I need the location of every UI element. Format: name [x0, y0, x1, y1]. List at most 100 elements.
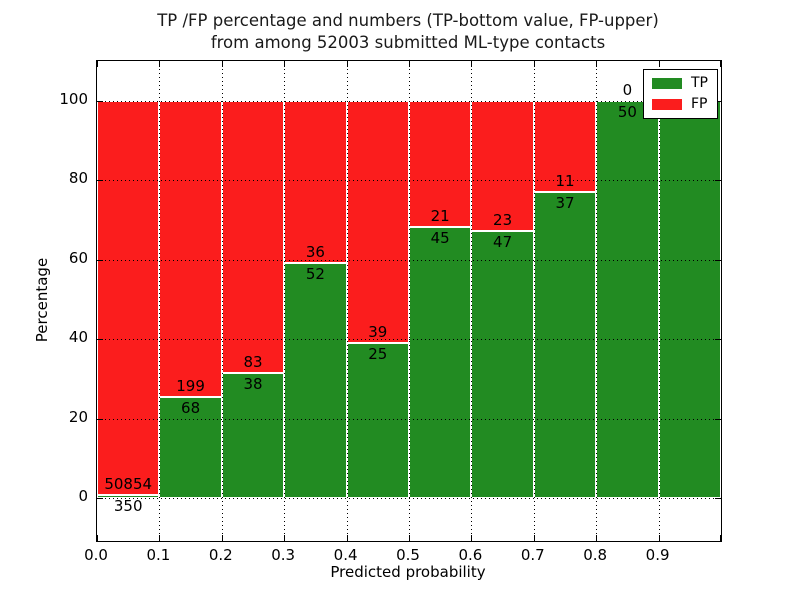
x-tick-label: 0.2	[208, 546, 233, 564]
y-tick-mark	[97, 101, 103, 102]
x-tick-label: 0.4	[333, 546, 358, 564]
x-tick-label: 0.7	[520, 546, 545, 564]
tp-bar-segment	[97, 495, 160, 498]
tp-legend-label: TP	[691, 75, 708, 91]
plot-area: TP FP 50854 350 199 68 83 38 36 52 39 25 21 45 23 47 1…	[96, 60, 722, 542]
tp-count-label: 68	[181, 398, 201, 417]
x-tick-mark	[471, 535, 473, 541]
x-tick-mark	[596, 535, 598, 541]
chart-title-line2: from among 52003 submitted ML-type conta…	[210, 33, 606, 52]
tp-bar-segment	[471, 231, 534, 498]
x-tick-mark	[596, 61, 598, 67]
y-tick-label: 100	[59, 90, 88, 108]
tp-bar-segment	[596, 101, 659, 498]
fp-bar-segment	[471, 101, 534, 232]
vertical-gridline	[284, 61, 286, 541]
horizontal-gridline	[97, 339, 721, 341]
x-tick-mark	[284, 61, 286, 67]
horizontal-gridline	[97, 180, 721, 182]
x-tick-mark	[471, 61, 473, 67]
y-tick-mark	[715, 418, 721, 420]
y-tick-mark	[715, 498, 721, 499]
y-tick-mark	[97, 259, 103, 261]
fp-count-label: 36	[305, 243, 325, 262]
x-tick-mark	[533, 535, 535, 541]
vertical-gridline	[346, 61, 348, 541]
x-tick-mark	[409, 535, 410, 541]
x-tick-label: 0.9	[645, 546, 670, 564]
fp-count-label: 21	[430, 207, 450, 226]
tp-count-label: 47	[493, 233, 513, 252]
horizontal-gridline	[97, 498, 721, 499]
horizontal-gridline	[97, 101, 721, 102]
tp-bar-segment	[533, 191, 597, 498]
vertical-gridline	[596, 61, 598, 541]
tp-count-label: 50	[617, 103, 637, 121]
fp-bar-segment	[221, 101, 285, 374]
fp-legend-swatch-icon	[652, 98, 682, 110]
x-tick-label: 0.5	[396, 546, 420, 564]
vertical-gridline	[159, 61, 161, 541]
vertical-gridline	[221, 61, 223, 541]
fp-count-label: 50854	[104, 475, 153, 494]
y-tick-label: 80	[68, 169, 88, 188]
y-tick-mark	[715, 101, 721, 102]
y-tick-label: 60	[68, 248, 88, 267]
vertical-gridline	[533, 61, 535, 541]
tp-bar-segment	[346, 342, 409, 498]
tp-count-label: 38	[243, 375, 263, 394]
y-tick-mark	[715, 180, 721, 182]
y-tick-mark	[715, 339, 721, 341]
x-tick-mark	[284, 535, 286, 541]
fp-bar-segment	[533, 101, 597, 192]
y-tick-mark	[97, 418, 103, 420]
x-tick-mark	[720, 61, 721, 67]
fp-count-label: 83	[243, 353, 263, 372]
x-tick-mark	[658, 535, 660, 541]
fp-count-label: 39	[368, 322, 388, 341]
x-tick-label: 0.6	[458, 546, 483, 564]
chart-title: TP /FP percentage and numbers (TP-bottom…	[96, 10, 720, 54]
x-tick-mark	[97, 61, 98, 67]
y-tick-label: 40	[68, 328, 88, 347]
legend-entry-tp: TP	[652, 75, 708, 91]
horizontal-gridline	[97, 418, 721, 420]
horizontal-gridline	[97, 259, 721, 261]
x-tick-mark	[533, 61, 535, 67]
y-tick-label: 20	[68, 407, 88, 426]
x-tick-mark	[658, 61, 660, 67]
vertical-gridline	[409, 61, 410, 541]
x-tick-label: 0.8	[583, 546, 608, 564]
fp-bar-segment	[159, 101, 222, 397]
fp-count-label: 23	[493, 211, 513, 230]
x-tick-label: 0.1	[146, 546, 171, 564]
fp-bar-segment	[284, 101, 347, 264]
x-tick-mark	[221, 61, 223, 67]
x-tick-mark	[97, 535, 98, 541]
x-tick-label: 0.3	[271, 546, 296, 564]
tp-bar-segment	[409, 227, 472, 498]
tp-bar-segment	[284, 263, 347, 498]
x-tick-label: 0.0	[84, 546, 108, 564]
x-tick-mark	[346, 61, 348, 67]
y-tick-label: 0	[78, 487, 88, 505]
tp-bar-segment	[159, 396, 222, 498]
y-tick-mark	[97, 498, 103, 499]
x-tick-mark	[720, 535, 721, 541]
legend-entry-fp: FP	[652, 96, 708, 112]
fp-bar-segment	[409, 101, 472, 228]
fp-count-label: 199	[176, 376, 205, 395]
tp-count-label: 25	[368, 344, 388, 363]
fp-bar-segment	[97, 101, 160, 496]
fp-legend-label: FP	[691, 96, 708, 112]
vertical-gridline	[471, 61, 473, 541]
tp-count-label: 37	[555, 193, 575, 212]
fp-bar-segment	[346, 101, 409, 343]
y-tick-mark	[97, 180, 103, 182]
chart-title-line1: TP /FP percentage and numbers (TP-bottom…	[157, 11, 659, 30]
fp-count-label: 0	[622, 81, 633, 99]
tp-count-label: 52	[305, 265, 325, 284]
fp-count-label: 11	[555, 171, 575, 190]
x-tick-mark	[221, 535, 223, 541]
